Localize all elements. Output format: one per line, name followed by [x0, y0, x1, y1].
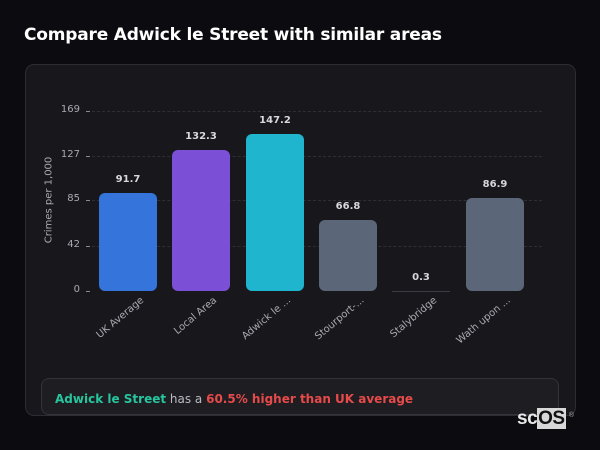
y-tick-label: 42	[67, 239, 80, 251]
x-axis-label: Local Area	[172, 295, 220, 337]
x-axis-label: Adwick le ...	[239, 295, 294, 343]
x-axis-label: Stalybridge	[388, 295, 440, 341]
comparison-summary: Adwick le Street has a 60.5% higher than…	[41, 378, 559, 415]
bar[interactable]	[246, 134, 304, 291]
bar[interactable]	[319, 219, 377, 291]
bar[interactable]	[172, 150, 230, 291]
bar[interactable]	[99, 193, 157, 291]
bar-value-label: 91.7	[115, 174, 141, 186]
x-axis-label: UK Average	[94, 295, 147, 341]
bar-value-label: 86.9	[482, 179, 508, 191]
page-title: Compare Adwick le Street with similar ar…	[24, 25, 442, 45]
y-tick-label: 127	[60, 148, 80, 160]
x-axis-label: Stourport-...	[312, 295, 367, 343]
bar-value-label: 132.3	[185, 131, 217, 143]
y-tick-label: 0	[73, 284, 80, 295]
x-axis-label: Wath upon ...	[454, 295, 514, 347]
logo-highlight: OS	[537, 408, 566, 429]
y-tick-mark	[86, 155, 90, 157]
bar-value-label: 0.3	[412, 271, 430, 283]
y-tick-mark	[86, 291, 90, 292]
y-tick-mark	[86, 111, 90, 112]
bar[interactable]	[392, 291, 450, 292]
gridline	[92, 111, 542, 112]
gridline	[92, 246, 542, 248]
summary-stat: 60.5% higher than UK average	[206, 392, 414, 406]
bar-value-label: 66.8	[335, 200, 361, 212]
logo-prefix: sc	[517, 408, 538, 429]
registered-mark-icon: ®	[568, 412, 574, 419]
y-tick-mark	[86, 200, 90, 202]
brand-logo: scOS ®	[517, 408, 574, 429]
summary-place: Adwick le Street	[55, 392, 167, 406]
y-tick-label: 169	[60, 104, 80, 115]
bar[interactable]	[466, 198, 524, 291]
gridline	[92, 200, 542, 202]
gridline	[92, 155, 542, 157]
y-tick-mark	[86, 246, 90, 248]
bar-value-label: 147.2	[259, 115, 291, 127]
summary-connector: has a	[166, 392, 207, 406]
y-tick-label: 85	[67, 193, 80, 205]
